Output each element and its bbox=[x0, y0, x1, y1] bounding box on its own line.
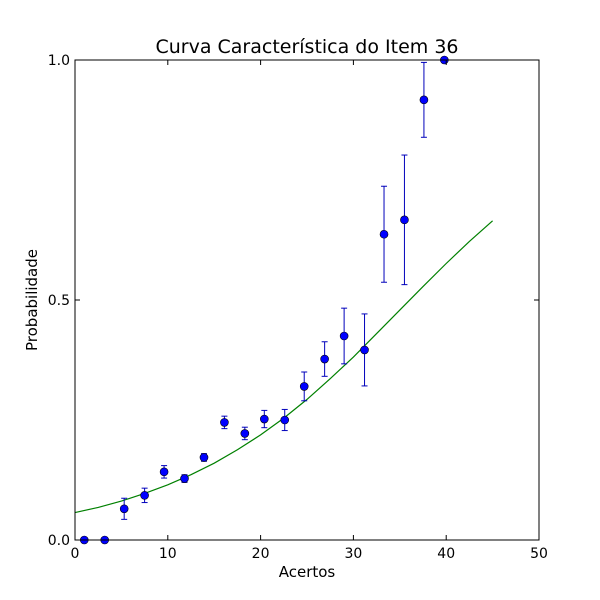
plot-frame bbox=[74, 59, 540, 541]
data-point bbox=[320, 354, 329, 364]
x-axis-label: Acertos bbox=[279, 563, 336, 581]
data-point bbox=[299, 382, 309, 391]
data-point bbox=[199, 453, 209, 462]
chart-title: Curva Característica do Item 36 bbox=[155, 36, 458, 58]
y-tick-label: 0.0 bbox=[48, 533, 70, 549]
data-point bbox=[260, 414, 269, 424]
y-tick-label: 0.5 bbox=[48, 293, 70, 309]
y-tick-label: 1.0 bbox=[48, 53, 70, 69]
data-point bbox=[159, 467, 169, 477]
x-tick-label: 40 bbox=[437, 546, 455, 562]
data-point bbox=[400, 215, 409, 225]
data-point bbox=[140, 491, 149, 500]
x-tick-label: 0 bbox=[71, 546, 80, 562]
data-point bbox=[240, 429, 250, 438]
y-axis-label: Probabilidade bbox=[23, 249, 41, 351]
x-tick-label: 50 bbox=[530, 546, 548, 562]
data-point bbox=[119, 504, 129, 514]
data-point bbox=[180, 474, 189, 483]
plot-area bbox=[75, 60, 539, 540]
x-tick-label: 20 bbox=[252, 546, 270, 562]
data-point bbox=[339, 331, 349, 341]
data-point bbox=[379, 229, 389, 239]
data-point bbox=[360, 345, 369, 355]
x-tick-label: 10 bbox=[159, 546, 177, 562]
data-point bbox=[419, 95, 429, 105]
data-point bbox=[220, 418, 229, 427]
x-tick-label: 30 bbox=[344, 546, 362, 562]
data-point bbox=[280, 415, 290, 425]
